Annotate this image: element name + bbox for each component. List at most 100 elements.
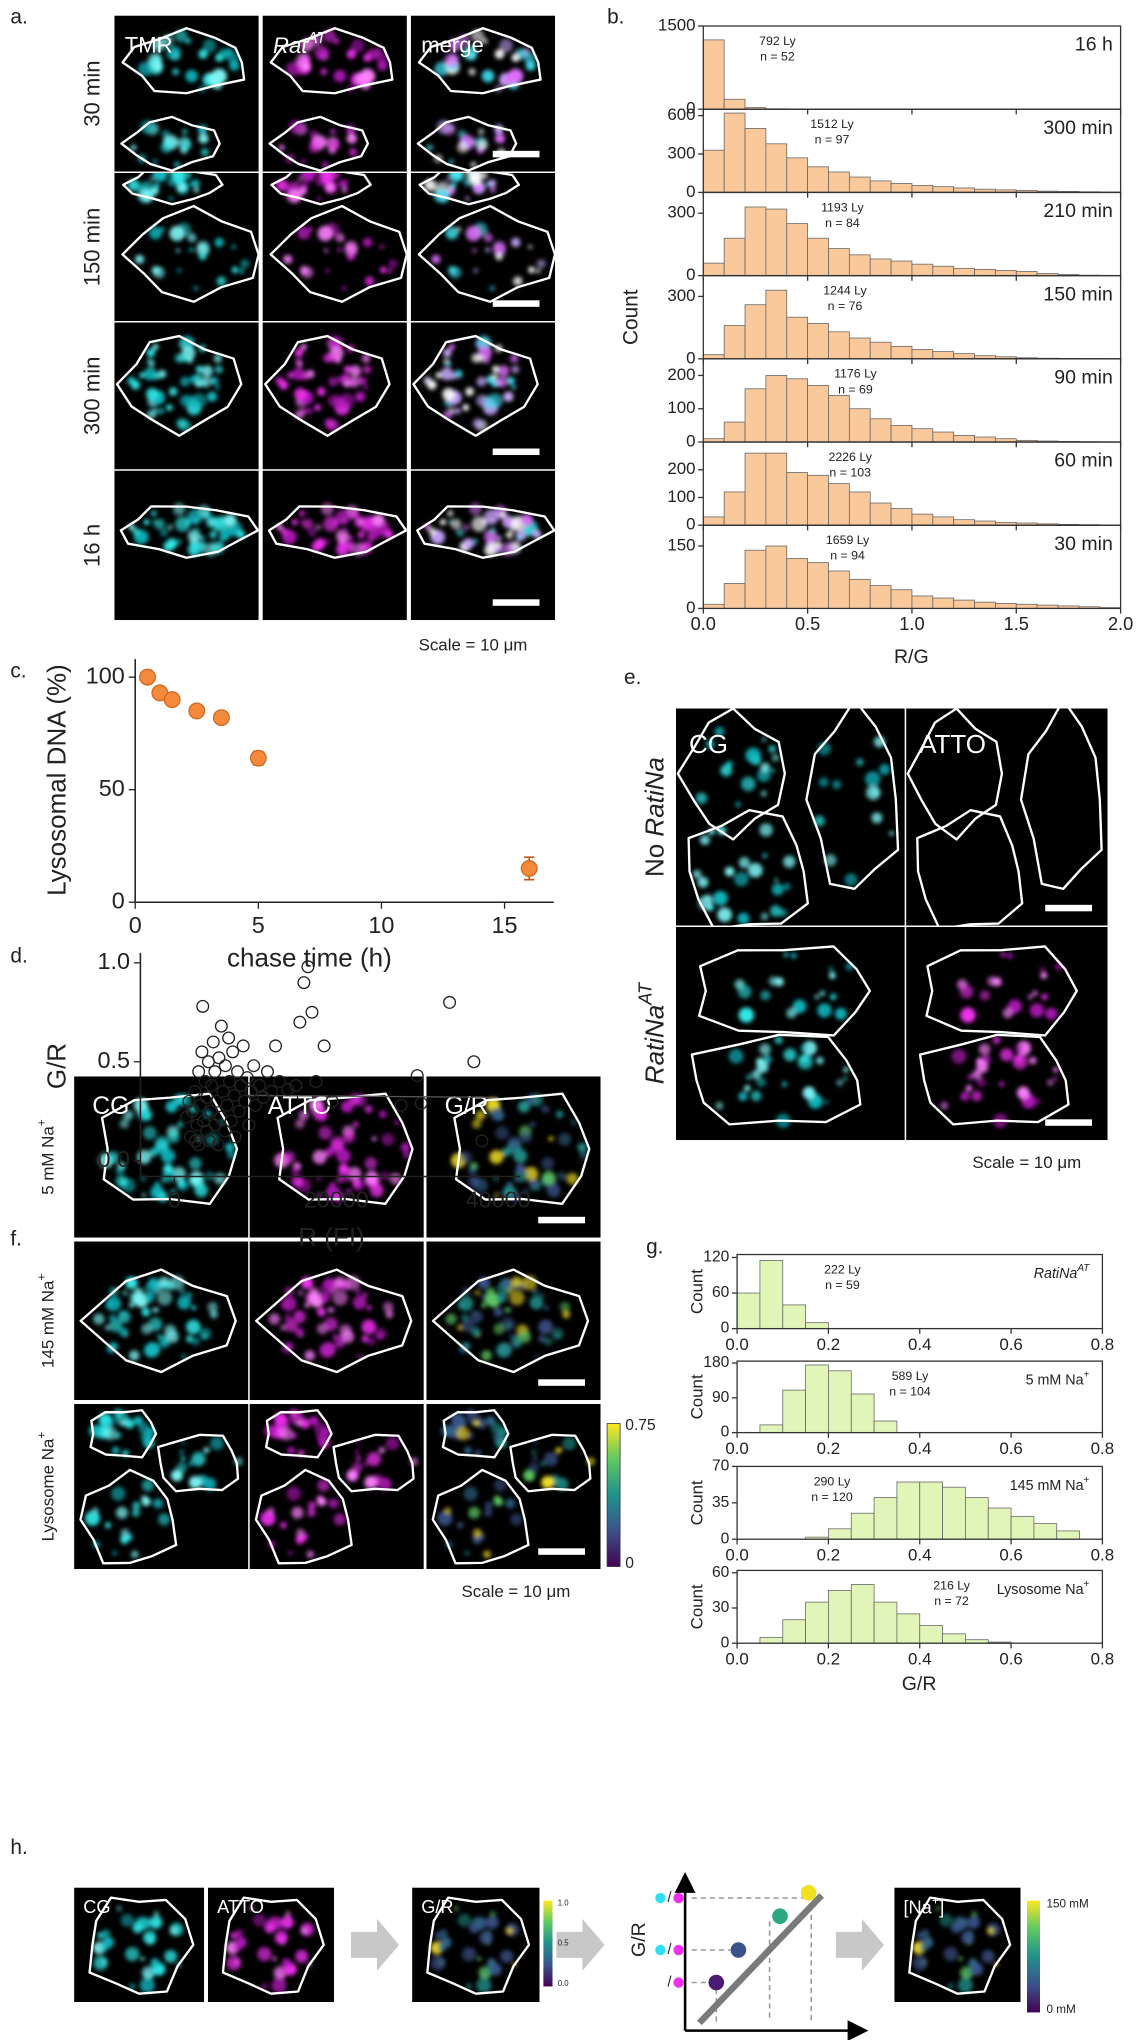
- signal-spot: [824, 854, 837, 867]
- bar: [848, 578, 871, 609]
- signal-spot: [445, 1313, 457, 1325]
- signal-spot: [334, 1276, 346, 1288]
- signal-spot: [291, 1432, 298, 1439]
- signal-spot: [490, 1107, 505, 1122]
- signal-spot: [450, 518, 462, 530]
- x-tick-label: 0.2: [817, 1546, 840, 1565]
- signal-spot: [142, 1126, 157, 1140]
- point: [197, 1114, 211, 1128]
- signal-spot: [834, 1007, 848, 1020]
- bar: [911, 349, 934, 360]
- colorbar-label: 0: [625, 1555, 634, 1572]
- signal-spot: [297, 176, 303, 182]
- signal-spot: [557, 1171, 567, 1181]
- signal-spot: [210, 1436, 224, 1451]
- cell-outline: [269, 204, 407, 303]
- signal-spot: [770, 768, 775, 773]
- point: [467, 1055, 481, 1069]
- signal-spot: [215, 384, 220, 390]
- signal-spot: [118, 1327, 129, 1337]
- signal-spot: [500, 1278, 512, 1290]
- signal: [715, 952, 855, 1128]
- bar: [782, 1389, 806, 1434]
- signal-spot: [705, 739, 715, 749]
- signal-spot: [474, 1290, 480, 1296]
- signal-spot: [128, 1302, 135, 1308]
- panel-label: 90 min: [1054, 366, 1113, 388]
- signal-spot: [191, 1305, 197, 1311]
- signal-spot: [449, 182, 457, 189]
- signal-spot: [352, 1295, 367, 1310]
- cell-outline: [269, 27, 394, 95]
- signal-spot: [340, 179, 348, 188]
- y-tick-label: 300: [667, 286, 695, 305]
- micrograph: [74, 1404, 249, 1570]
- signal-spot: [304, 1350, 315, 1361]
- point: [184, 1130, 198, 1144]
- point: [281, 1082, 295, 1096]
- micrograph: [894, 1887, 1021, 2003]
- point: [139, 668, 156, 686]
- signal-spot: [387, 268, 393, 274]
- signal-spot: [541, 1105, 550, 1114]
- signal-spot: [374, 1327, 387, 1340]
- signal-spot: [369, 534, 375, 540]
- signal-spot: [783, 1048, 797, 1062]
- point: [190, 1118, 204, 1132]
- signal-spot: [760, 912, 769, 921]
- signal-spot: [448, 38, 462, 52]
- signal-spot: [295, 1535, 305, 1544]
- row-label: Lysosome Na+: [35, 1432, 58, 1542]
- signal-spot: [1027, 994, 1033, 1000]
- dot: [673, 1944, 684, 1956]
- signal-spot: [481, 69, 495, 83]
- bar: [942, 1633, 966, 1644]
- signal-spot: [317, 225, 333, 242]
- signal-spot: [338, 1163, 349, 1174]
- signal-spot: [967, 1916, 981, 1929]
- signal-spot: [179, 394, 192, 407]
- signal-spot: [347, 252, 355, 261]
- signal-spot: [471, 248, 477, 253]
- signal-spot: [147, 53, 163, 68]
- signal-spot: [93, 1955, 108, 1971]
- signal-spot: [137, 1150, 152, 1165]
- signal: [260, 1408, 419, 1559]
- signal-spot: [760, 790, 767, 797]
- panel-label: 5 mM Na+: [1026, 1370, 1090, 1389]
- signal-spot: [499, 38, 513, 53]
- cell-outline: [925, 945, 1078, 1037]
- point: [475, 1134, 489, 1148]
- bar: [786, 472, 809, 526]
- bar: [786, 316, 809, 360]
- y-tick-label: 35: [712, 1494, 730, 1511]
- signal-spot: [172, 68, 180, 76]
- signal-spot: [148, 360, 155, 367]
- signal-spot: [339, 393, 355, 409]
- point: [265, 1084, 279, 1098]
- signal-spot: [456, 141, 469, 154]
- bar: [850, 1584, 875, 1644]
- column-label: TMR: [125, 33, 173, 58]
- signal-spot: [364, 1157, 378, 1170]
- row-label: 5 mM Na+: [35, 1119, 58, 1195]
- signal-spot: [291, 1506, 304, 1519]
- signal-spot: [464, 1446, 472, 1455]
- signal-spot: [783, 855, 796, 868]
- bar: [848, 254, 871, 277]
- x-axis-label: R (FI): [298, 1222, 364, 1252]
- signal-spot: [335, 233, 345, 243]
- y-tick-label: 0: [686, 182, 695, 201]
- signal-spot: [264, 1424, 277, 1438]
- bar: [932, 597, 955, 609]
- signal-spot: [976, 1077, 986, 1087]
- bar: [828, 1589, 852, 1644]
- signal-spot: [365, 1171, 379, 1185]
- signal-spot: [363, 365, 372, 374]
- signal-spot: [470, 161, 477, 168]
- signal-spot: [692, 869, 702, 879]
- micrograph: [249, 1076, 424, 1238]
- signal-spot: [558, 1132, 572, 1146]
- signal-spot: [149, 226, 163, 240]
- signal-spot: [786, 1007, 797, 1019]
